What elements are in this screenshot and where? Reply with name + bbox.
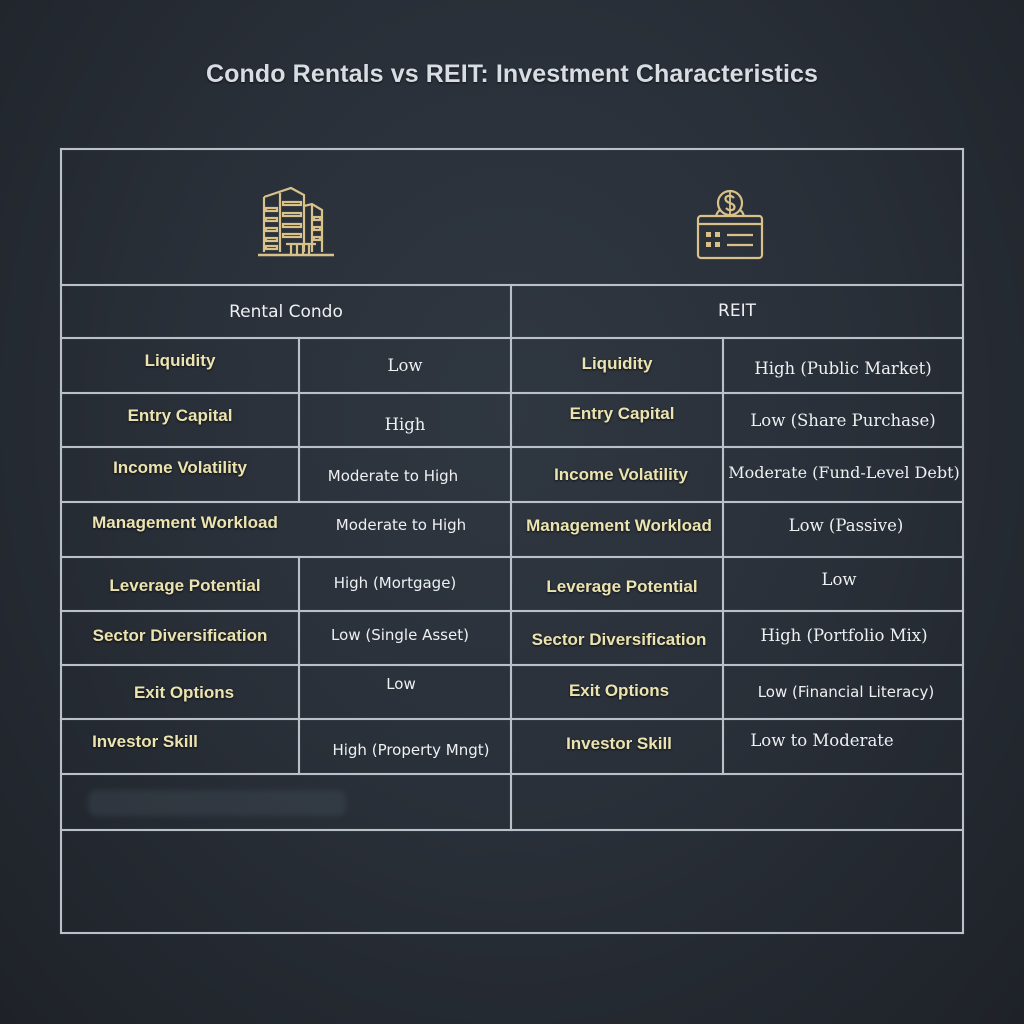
table-row-value: Low (Passive) [724, 505, 968, 545]
row-label-leverage-potential: Leverage Potential [546, 577, 698, 596]
table-row-label: Sector Diversification [512, 620, 726, 660]
table-row-value: Low [300, 343, 510, 387]
value-leverage-potential: High (Mortgage) [333, 574, 457, 592]
value-liquidity: Low [387, 355, 423, 375]
table-border-bottom [60, 932, 964, 934]
value-management-workload: Moderate to High [335, 516, 467, 534]
table-row-value: High (Mortgage) [300, 563, 490, 603]
value-income-volatility: Moderate to High [327, 467, 459, 485]
table-row-label: Leverage Potential [62, 566, 308, 606]
column-header-label: Rental Condo [229, 301, 343, 322]
row-divider [60, 337, 964, 339]
row-label-sector-diversification: Sector Diversification [92, 626, 268, 645]
row-divider [60, 829, 964, 831]
table-row-value: High [300, 404, 510, 444]
value-income-volatility: Moderate (Fund-Level Debt) [728, 462, 960, 482]
table-row-value: Moderate (Fund-Level Debt) [724, 452, 964, 492]
row-divider [60, 773, 964, 775]
value-sector-diversification: Low (Single Asset) [331, 626, 469, 644]
value-management-workload: Low (Passive) [788, 515, 904, 535]
value-liquidity: High (Public Market) [754, 358, 932, 378]
row-label-income-volatility: Income Volatility [113, 458, 247, 477]
row-label-entry-capital: Entry Capital [127, 406, 233, 425]
row-label-income-volatility: Income Volatility [554, 465, 688, 484]
table-row-value: High (Property Mngt) [314, 730, 508, 770]
table-row-label: Management Workload [512, 506, 726, 546]
row-divider [60, 556, 964, 558]
table-row-label: Management Workload [62, 503, 308, 543]
value-leverage-potential: Low [821, 569, 857, 589]
table-border-top [60, 148, 964, 150]
table-row-value: Low [724, 559, 954, 599]
value-exit-options: Low (Financial Literacy) [757, 683, 935, 701]
table-row-label: Income Volatility [62, 448, 298, 488]
table-row-label: Exit Options [62, 673, 306, 713]
row-label-leverage-potential: Leverage Potential [109, 576, 261, 595]
blank-placeholder [88, 790, 346, 816]
table-row-value: Low [300, 664, 502, 704]
table-row-value: High (Portfolio Mix) [724, 615, 964, 655]
office-building-icon [256, 182, 336, 262]
row-label-management-workload: Management Workload [526, 516, 712, 535]
row-label-liquidity: Liquidity [581, 354, 653, 373]
table-row-label: Liquidity [512, 343, 722, 385]
value-investor-skill: High (Property Mngt) [332, 741, 490, 759]
row-divider [60, 664, 964, 666]
table-row-label: Exit Options [512, 671, 726, 711]
column-divider-left [298, 556, 300, 775]
row-label-investor-skill: Investor Skill [566, 734, 672, 753]
row-divider [60, 610, 964, 612]
row-divider [60, 501, 964, 503]
page-title: Condo Rentals vs REIT: Investment Charac… [205, 60, 819, 88]
table-row-value: Low (Single Asset) [300, 615, 500, 655]
row-divider [60, 718, 964, 720]
table-border-left [60, 148, 62, 934]
table-row-label: Entry Capital [512, 394, 732, 434]
value-exit-options: Low [386, 675, 416, 693]
column-header-label: REIT [718, 300, 756, 321]
row-divider [60, 284, 964, 286]
table-row-value: Moderate to High [310, 505, 492, 545]
row-label-entry-capital: Entry Capital [569, 404, 675, 423]
value-sector-diversification: High (Portfolio Mix) [760, 625, 928, 645]
value-investor-skill: Low to Moderate [750, 730, 894, 750]
table-row-label: Leverage Potential [512, 567, 732, 607]
value-entry-capital: Low (Share Purchase) [750, 410, 936, 430]
row-label-management-workload: Management Workload [92, 513, 278, 532]
table-row-value: Low (Financial Literacy) [724, 672, 968, 712]
coin-card-icon [694, 183, 766, 263]
column-divider-left [298, 337, 300, 502]
table-row-label: Investor Skill [62, 722, 228, 762]
table-row-value: Moderate to High [300, 456, 486, 496]
column-divider-right [722, 337, 724, 775]
row-label-investor-skill: Investor Skill [92, 732, 198, 751]
table-border-right [962, 148, 964, 934]
table-row-label: Income Volatility [512, 455, 730, 495]
table-row-value: High (Public Market) [724, 348, 962, 388]
table-row-value: Low to Moderate [724, 720, 920, 760]
table-row-label: Investor Skill [512, 724, 726, 764]
table-row-label: Entry Capital [62, 394, 298, 438]
row-label-exit-options: Exit Options [133, 683, 235, 702]
row-divider [60, 392, 964, 394]
column-divider-center [510, 284, 512, 831]
column-header-reit: REIT [512, 286, 962, 335]
column-header-rental-condo: Rental Condo [62, 286, 510, 337]
row-label-exit-options: Exit Options [568, 681, 670, 700]
table-row-label: Sector Diversification [62, 616, 298, 656]
row-divider [60, 446, 964, 448]
row-label-liquidity: Liquidity [144, 351, 216, 370]
table-row-value: Low (Share Purchase) [724, 400, 962, 440]
row-label-sector-diversification: Sector Diversification [531, 630, 707, 649]
value-entry-capital: High [384, 414, 426, 434]
table-row-label: Liquidity [62, 339, 298, 383]
